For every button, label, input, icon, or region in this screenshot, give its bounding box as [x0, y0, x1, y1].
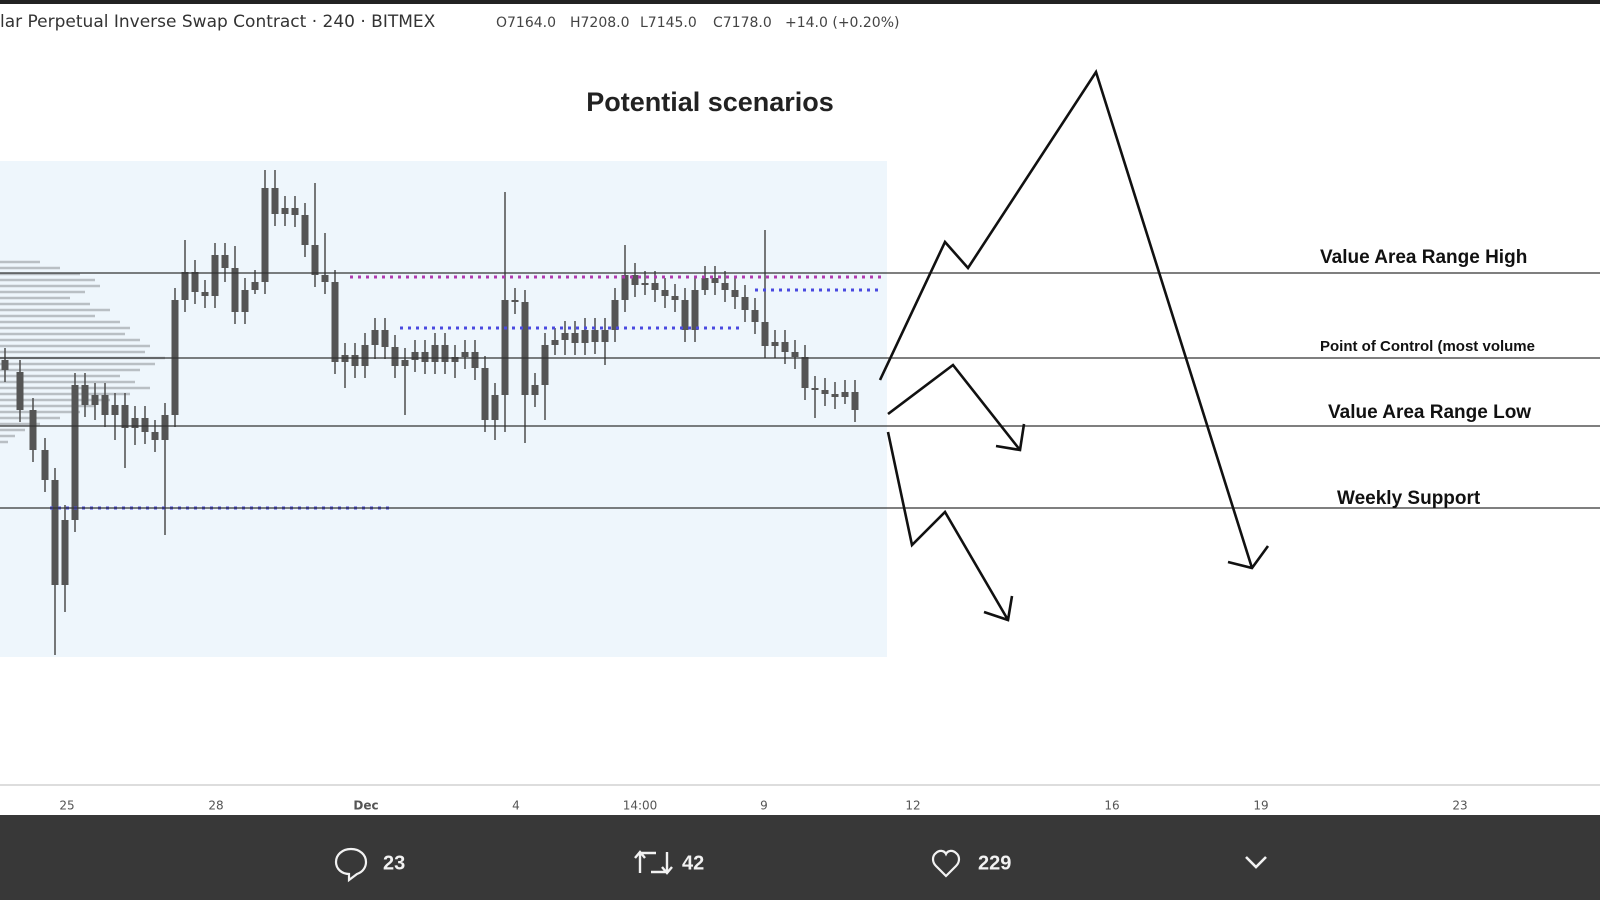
- x-label: 19: [1253, 799, 1268, 813]
- reply-button[interactable]: 23: [334, 847, 405, 883]
- x-label: 14:00: [623, 799, 658, 813]
- like-count: 229: [978, 852, 1011, 874]
- ohlc-low: L7145.0: [640, 15, 697, 31]
- x-label: 25: [59, 799, 74, 813]
- chart-title: Potential scenarios: [586, 87, 834, 117]
- x-label: 4: [512, 799, 520, 813]
- range-area: [0, 161, 887, 657]
- candle-bodies: [1, 188, 859, 585]
- ohlc-close: C7178.0: [713, 15, 772, 31]
- level-label: Point of Control (most volume: [1320, 338, 1535, 355]
- arrow-down: [886, 431, 1014, 622]
- arrow-sideways: [887, 363, 1026, 452]
- level-label: Value Area Range Low: [1328, 402, 1531, 423]
- volume-profile: [0, 260, 165, 444]
- reply-icon: [334, 847, 368, 883]
- arrow-up: [878, 68, 1270, 570]
- retweet-count: 42: [682, 852, 704, 874]
- more-chevron[interactable]: [1245, 856, 1267, 869]
- retweet-icon: [634, 850, 673, 875]
- ohlc-change: +14.0 (+0.20%): [785, 15, 899, 31]
- x-label: 16: [1104, 799, 1119, 813]
- x-axis-labels: 25 28 Dec 4 14:00 9 12 16 19 23: [59, 799, 1467, 813]
- action-bar: [0, 815, 1600, 900]
- retweet-button[interactable]: 42: [634, 850, 704, 875]
- ohlc-high: H7208.0: [570, 15, 630, 31]
- symbol: lar Perpetual Inverse Swap Contract · 24…: [0, 12, 436, 32]
- like-icon: [931, 849, 961, 878]
- ohlc-open: O7164.0: [496, 15, 556, 31]
- x-label: 23: [1452, 799, 1467, 813]
- x-label: 28: [208, 799, 223, 813]
- scenario-arrows: [878, 68, 1270, 622]
- level-label: Weekly Support: [1337, 488, 1481, 509]
- like-button[interactable]: 229: [931, 849, 1011, 878]
- x-label: 12: [905, 799, 920, 813]
- level-label: Value Area Range High: [1320, 247, 1527, 268]
- top-edge: [0, 0, 1600, 4]
- x-label: 9: [760, 799, 768, 813]
- reply-count: 23: [383, 852, 405, 874]
- x-label: Dec: [353, 799, 378, 813]
